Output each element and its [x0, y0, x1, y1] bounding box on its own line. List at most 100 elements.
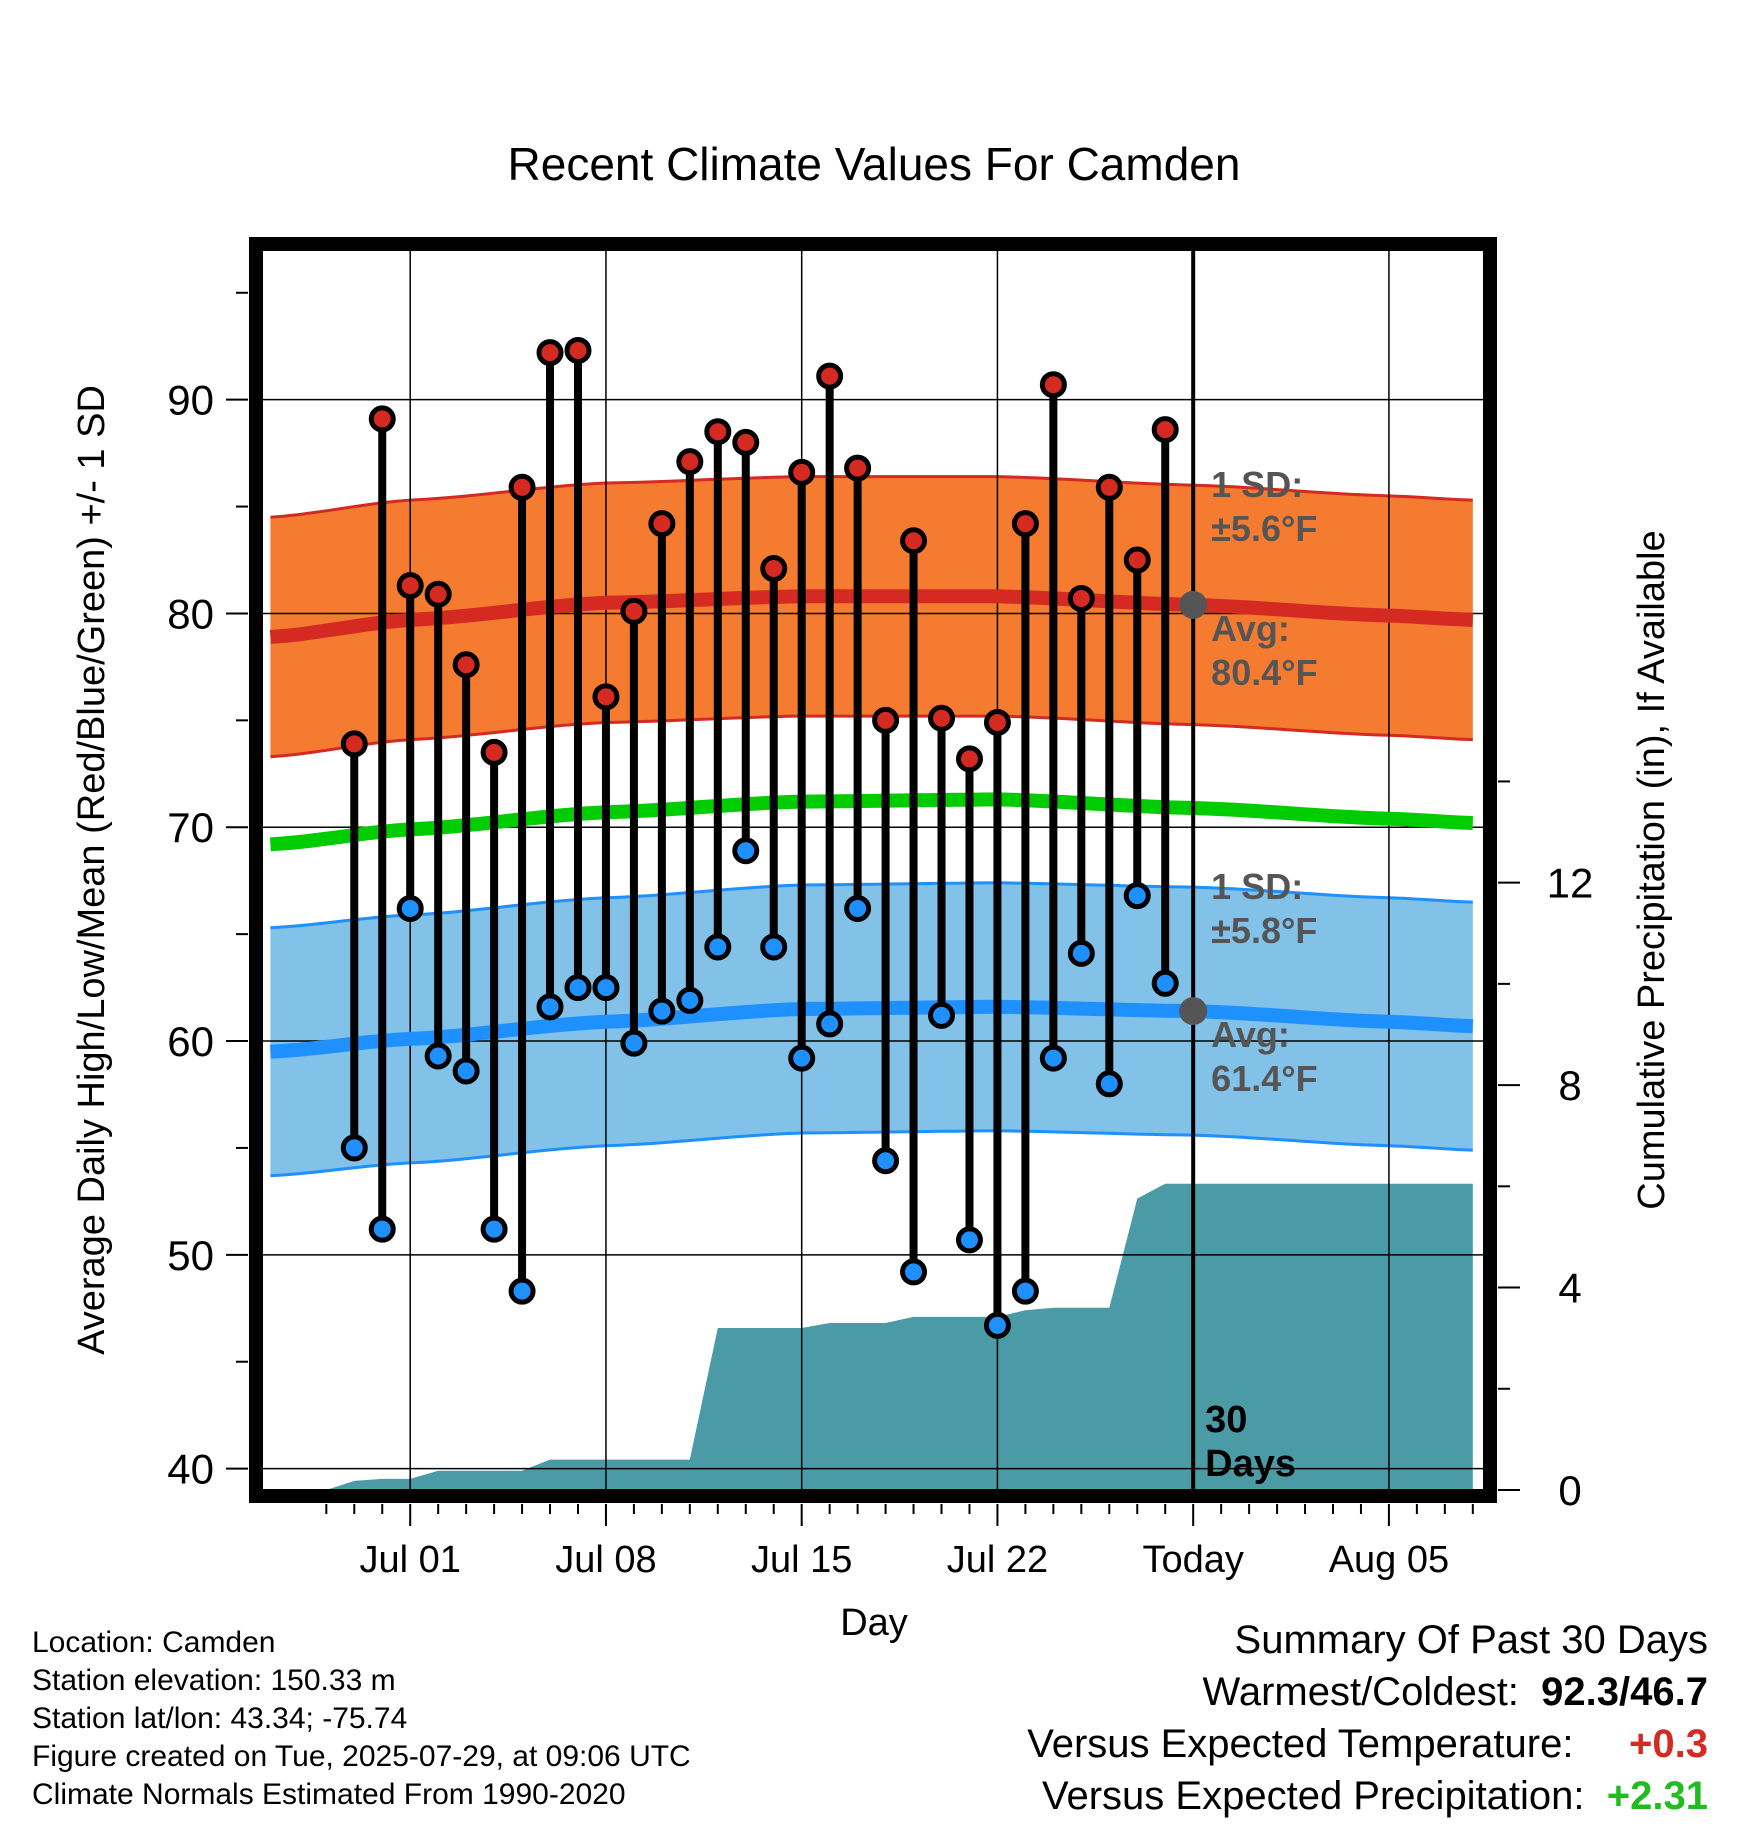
- low-sd-upper-line: [270, 881, 1473, 930]
- y-axis-label: Average Daily High/Low/Mean (Red/Blue/Gr…: [71, 385, 113, 1355]
- daily-low-point: [844, 894, 872, 922]
- daily-high-point: [732, 428, 760, 456]
- daily-low-point: [1151, 969, 1179, 997]
- daily-low-point: [424, 1042, 452, 1070]
- daily-high-point: [788, 458, 816, 486]
- latlon-text: Station lat/lon: 43.34; -75.74: [32, 1702, 408, 1735]
- y2-tick-label: 12: [1547, 860, 1594, 907]
- x-tick-label: Jul 01: [360, 1539, 461, 1581]
- y-tick-label: 90: [167, 377, 214, 424]
- daily-high-point: [508, 473, 536, 501]
- temperature-departure-value: +0.3: [1629, 1722, 1708, 1766]
- x-tick-label: Today: [1142, 1539, 1243, 1581]
- precipitation-departure-value: +2.31: [1606, 1774, 1708, 1818]
- high-avg-label: Avg:: [1211, 608, 1290, 649]
- daily-low-point: [508, 1277, 536, 1305]
- daily-high-point: [592, 683, 620, 711]
- daily-high-point: [452, 651, 480, 679]
- summary-warmest-coldest: Warmest/Coldest: 92.3/46.7: [1203, 1670, 1708, 1715]
- today-days-label: Days: [1205, 1443, 1296, 1485]
- x-tick-label: Aug 05: [1329, 1539, 1449, 1581]
- y-tick-label: 50: [167, 1232, 214, 1279]
- daily-low-point: [900, 1258, 928, 1286]
- created-text: Figure created on Tue, 2025-07-29, at 09…: [32, 1740, 691, 1773]
- warmest-value: 92.3: [1541, 1670, 1620, 1714]
- daily-low-point: [816, 1010, 844, 1038]
- daily-low-point: [1123, 882, 1151, 910]
- station-info: Location: Camden Station elevation: 150.…: [32, 1624, 691, 1814]
- high-sd-label: 1 SD:: [1211, 464, 1303, 505]
- high-avg-value: 80.4°F: [1211, 652, 1317, 693]
- daily-low-point: [368, 1215, 396, 1243]
- daily-low-point: [1011, 1277, 1039, 1305]
- daily-high-point: [536, 339, 564, 367]
- chart-title: Recent Climate Values For Camden: [508, 138, 1241, 190]
- elevation-text: Station elevation: 150.33 m: [32, 1664, 396, 1697]
- daily-high-point: [928, 704, 956, 732]
- today-count-label: 30: [1205, 1399, 1247, 1441]
- daily-high-point: [648, 510, 676, 538]
- daily-high-point: [424, 580, 452, 608]
- precipitation-label: Versus Expected Precipitation:: [1042, 1774, 1585, 1818]
- low-avg-label: Avg:: [1211, 1014, 1290, 1055]
- daily-low-point: [760, 933, 788, 961]
- y-tick-label: 70: [167, 804, 214, 851]
- plot-frame: [249, 237, 1497, 1503]
- daily-low-point: [955, 1226, 983, 1254]
- daily-high-point: [340, 730, 368, 758]
- daily-high-point: [760, 555, 788, 583]
- high-sd-band: [270, 476, 1473, 757]
- daily-high-point: [704, 418, 732, 446]
- high-sd-upper-line: [270, 475, 1473, 519]
- warmest-coldest-label: Warmest/Coldest:: [1202, 1670, 1519, 1714]
- x-tick-label: Jul 22: [947, 1539, 1048, 1581]
- daily-low-point: [396, 894, 424, 922]
- summary-title: Summary Of Past 30 Days: [1234, 1618, 1708, 1662]
- daily-low-point: [983, 1311, 1011, 1339]
- normal-high-line: [269, 589, 1474, 644]
- daily-high-point: [1067, 584, 1095, 612]
- daily-low-point: [732, 837, 760, 865]
- y2-tick-label: 8: [1558, 1062, 1581, 1109]
- normal-low-line: [270, 999, 1474, 1059]
- today-low-avg-marker: [1179, 997, 1208, 1026]
- daily-low-point: [592, 974, 620, 1002]
- today-high-avg-marker: [1179, 590, 1208, 619]
- daily-high-point: [368, 405, 396, 433]
- warmest-coldest-separator: /: [1619, 1670, 1631, 1714]
- daily-low-point: [1095, 1070, 1123, 1098]
- coldest-value: 46.7: [1630, 1670, 1708, 1714]
- high-sd-lower-line: [270, 714, 1473, 759]
- daily-high-point: [1095, 473, 1123, 501]
- daily-low-point: [620, 1029, 648, 1057]
- low-sd-band: [270, 882, 1473, 1176]
- daily-high-point: [872, 706, 900, 734]
- daily-high-point: [1039, 371, 1067, 399]
- daily-high-point: [900, 527, 928, 555]
- daily-high-point: [955, 745, 983, 773]
- low-sd-label: 1 SD:: [1211, 866, 1303, 907]
- y-tick-label: 40: [167, 1446, 214, 1493]
- y-tick-label: 60: [167, 1018, 214, 1065]
- normals-text: Climate Normals Estimated From 1990-2020: [32, 1778, 626, 1811]
- daily-high-point: [564, 336, 592, 364]
- daily-high-point: [1011, 510, 1039, 538]
- low-sd-value: ±5.8°F: [1211, 910, 1317, 951]
- daily-low-point: [1039, 1044, 1067, 1072]
- daily-low-point: [564, 974, 592, 1002]
- y2-tick-label: 4: [1558, 1265, 1581, 1312]
- low-sd-lower-line: [270, 1129, 1473, 1178]
- summary-precipitation: Versus Expected Precipitation: +2.31: [1042, 1774, 1708, 1819]
- daily-low-point: [452, 1057, 480, 1085]
- y2-axis-label: Cumulative Precipitation (in), If Availa…: [1631, 530, 1673, 1209]
- daily-high-point: [844, 454, 872, 482]
- normal-mean-line: [269, 792, 1474, 852]
- y-tick-label: 80: [167, 590, 214, 637]
- daily-low-point: [1067, 939, 1095, 967]
- daily-low-point: [536, 993, 564, 1021]
- daily-low-point: [648, 997, 676, 1025]
- daily-high-point: [620, 597, 648, 625]
- daily-high-point: [1123, 546, 1151, 574]
- daily-high-point: [480, 738, 508, 766]
